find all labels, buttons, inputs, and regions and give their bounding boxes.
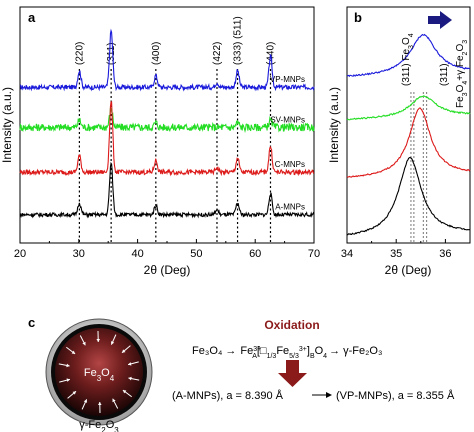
- panel-a-peak-label-333-511: (333) (511): [233, 16, 244, 65]
- oxidation-arrowhead: [122, 390, 127, 394]
- shift-arrow: [428, 11, 452, 29]
- oxidation-arrowhead: [128, 376, 132, 381]
- oxidation-equation: Fe₃O₄ → Fe3+ A[□1/3Fe5/33+]BO4 → γ-Fe₂O₃: [192, 345, 382, 360]
- lattice-vp-mnps: (VP-MNPs), a = 8.355 Å: [336, 389, 455, 402]
- panel-a-series-a-mnps: [19, 161, 315, 219]
- panel-b: b 34 35 36 (311) Fe3O4 (311) Fe3O4+γ Fe2O3…: [327, 6, 471, 277]
- oxidation-arrowhead: [72, 391, 77, 395]
- panel-a-peak-label-422: (422): [212, 42, 223, 65]
- panel-a-x-axis-title: 2θ (Deg): [144, 263, 191, 277]
- panel-a-peak-label-440: (440): [265, 42, 276, 65]
- oxidation-arrowhead: [121, 349, 126, 353]
- panel-a-series: VP-MNPs SV-MNPs C-MNPs A-MNPs: [19, 28, 315, 219]
- panel-b-frame: [346, 6, 471, 244]
- panel-b-series: [346, 33, 471, 236]
- lattice-arrow: [312, 392, 332, 398]
- oxidation-arrowhead: [66, 363, 70, 368]
- oxidation-arrowhead: [112, 398, 116, 403]
- shell-label: γ-Fe2O3: [79, 419, 119, 432]
- oxidation-arrowhead: [83, 399, 88, 403]
- panel-a: a (220) (311) (400) (422) (333) (511) (440) V…: [0, 6, 320, 277]
- panel-a-series-vp-mnps: [19, 28, 315, 92]
- panel-a-y-axis-title: Intensity (a.u.): [0, 87, 14, 163]
- panel-b-peak-label-mixed: Fe3O4+γ Fe2O3: [455, 40, 469, 108]
- oxidation-front-arrows: [58, 331, 140, 413]
- oxidation-arrowhead: [98, 401, 102, 406]
- oxidation-title: Oxidation: [264, 318, 319, 332]
- panel-b-x-tick-label-35: 35: [390, 248, 402, 260]
- oxidation-arrowhead: [96, 338, 100, 343]
- core-sphere: [55, 328, 143, 416]
- panel-a-series-c-mnps: [19, 101, 315, 177]
- panel-a-series-label-vp-mnps: VP-MNPs: [270, 75, 305, 84]
- panel-a-peak-label-400: (400): [151, 42, 162, 65]
- panel-b-peak-label-311: (311): [439, 63, 450, 86]
- panel-a-x-tick-label-50: 50: [190, 248, 202, 260]
- panel-a-series-label-a-mnps: A-MNPs: [275, 203, 305, 212]
- panel-b-x-tick-label-34: 34: [341, 248, 353, 260]
- oxidation-arrowhead: [82, 341, 86, 346]
- panel-a-x-tick-label-40: 40: [131, 248, 143, 260]
- panel-a-x-tick-label-30: 30: [73, 248, 85, 260]
- panel-c-scheme: c Fe3O4 γ-Fe2O3 Oxidation Fe₃O₄ → Fe3+ A[□1…: [28, 315, 455, 432]
- oxidation-arrowhead: [66, 378, 70, 382]
- panel-b-x-ticks: 34 35 36: [341, 239, 452, 260]
- panel-b-peak-label-fe3o4: (311) Fe3O4: [401, 33, 415, 86]
- panel-a-reference-lines: (220) (311) (400) (422) (333) (511) (440): [74, 16, 276, 243]
- panel-a-x-ticks: 20 30 40 50 60 70: [14, 239, 320, 260]
- panel-a-series-label-c-mnps: C-MNPs: [275, 160, 305, 169]
- panel-b-y-axis-title: Intensity (a.u.): [327, 87, 341, 163]
- oxidation-arrowhead: [110, 341, 115, 345]
- panel-b-series-4: [346, 156, 471, 236]
- panel-b-reference-lines: [410, 92, 428, 243]
- panel-a-series-sv-mnps: [19, 107, 315, 133]
- panel-b-series-1: [346, 33, 471, 78]
- panel-a-x-tick-label-70: 70: [308, 248, 320, 260]
- panel-b-series-2: [346, 95, 471, 121]
- panel-b-x-axis-title: 2θ (Deg): [385, 263, 432, 277]
- lattice-a-mnps: (A-MNPs), a = 8.390 Å: [172, 389, 284, 402]
- panel-a-peak-label-311: (311): [106, 42, 117, 65]
- panel-c-label: c: [28, 315, 35, 330]
- panel-b-label: b: [354, 10, 362, 25]
- panel-a-x-tick-label-60: 60: [249, 248, 261, 260]
- panel-a-series-label-sv-mnps: SV-MNPs: [270, 115, 305, 124]
- oxidation-arrowhead: [128, 362, 132, 366]
- down-arrow: [278, 360, 307, 387]
- panel-a-x-tick-label-20: 20: [14, 248, 26, 260]
- core-label: Fe3O4: [84, 367, 115, 383]
- panel-a-label: a: [28, 10, 36, 25]
- panel-a-peak-label-220: (220): [74, 42, 85, 65]
- oxidation-arrowhead: [71, 350, 76, 354]
- panel-b-series-3: [346, 107, 471, 178]
- panel-b-x-tick-label-36: 36: [439, 248, 451, 260]
